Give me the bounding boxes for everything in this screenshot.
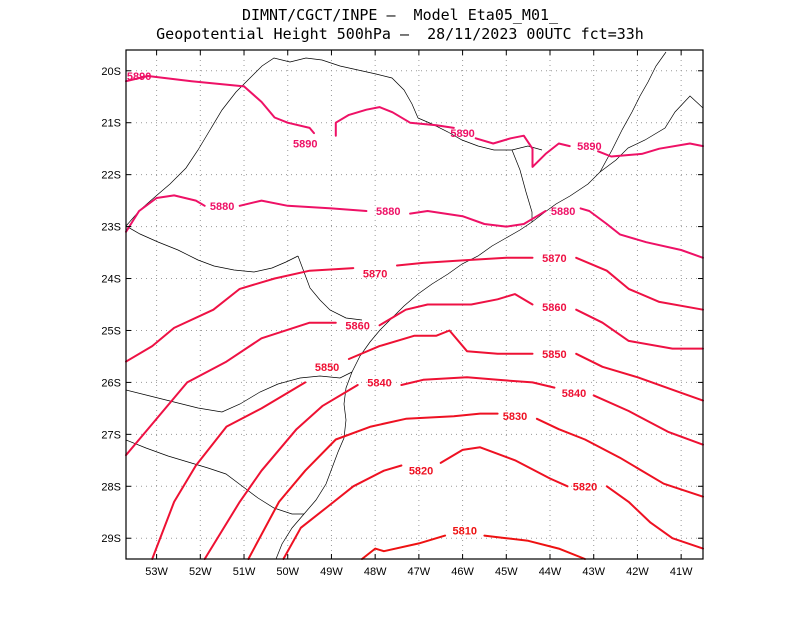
contour-5820 xyxy=(439,446,569,488)
contour-5880 xyxy=(579,207,704,259)
coastline-and-borders xyxy=(125,51,704,560)
x-tick-label: 48W xyxy=(364,566,387,578)
contour-5830 xyxy=(535,417,704,498)
contour-5820 xyxy=(282,464,403,560)
contour-5860 xyxy=(575,308,704,350)
contour-5890 xyxy=(334,106,455,137)
x-tick-label: 46W xyxy=(451,566,474,578)
contour-label-5870: 5870 xyxy=(542,253,566,265)
chart-title-line-2: Geopotential Height 500hPa – 28/11/2023 … xyxy=(156,25,644,43)
contour-5840 xyxy=(203,384,359,560)
boundary-line xyxy=(297,255,363,321)
x-tick-label: 42W xyxy=(626,566,649,578)
axes: 53W 52W 51W 50W 49W 48W 47W 46W 45W 44W 43W 42W 41W 2… xyxy=(101,49,704,578)
y-tick-label: 21S xyxy=(101,118,121,130)
contour-5830 xyxy=(247,412,499,560)
x-tick-label: 47W xyxy=(408,566,431,578)
contour-label-5840: 5840 xyxy=(367,377,391,389)
contour-5870 xyxy=(125,267,355,363)
chart-title-line-1: DIMNT/CGCT/INPE – Model Eta05_M01_ xyxy=(241,6,559,24)
boundary-line xyxy=(511,149,533,222)
contour-5850 xyxy=(347,329,534,360)
x-tick-label: 52W xyxy=(189,566,212,578)
contour-5850 xyxy=(151,381,307,560)
x-tick-label: 43W xyxy=(582,566,605,578)
contour-label-5890: 5890 xyxy=(293,138,317,150)
contour-5820 xyxy=(605,485,704,550)
boundary-line xyxy=(125,439,304,515)
contour-5880 xyxy=(238,199,368,212)
contour-5860 xyxy=(125,321,337,457)
y-tick-label: 20S xyxy=(101,66,121,78)
contour-5890 xyxy=(597,142,704,158)
contour-label-5870: 5870 xyxy=(363,268,387,280)
contour-5890 xyxy=(125,75,315,135)
boundary-line xyxy=(275,95,704,560)
contour-label-5890: 5890 xyxy=(450,128,474,140)
y-tick-label: 25S xyxy=(101,325,121,337)
y-tick-label: 22S xyxy=(101,170,121,182)
y-tick-label: 24S xyxy=(101,274,121,286)
x-tick-label: 41W xyxy=(670,566,693,578)
contour-5810 xyxy=(483,534,586,560)
x-tick-label: 51W xyxy=(233,566,256,578)
contour-label-5880: 5880 xyxy=(210,201,234,213)
boundary-line xyxy=(125,225,299,273)
boundary-line xyxy=(125,371,353,413)
contour-5870 xyxy=(575,256,704,311)
contour-label-5880: 5880 xyxy=(551,206,575,218)
contour-5880 xyxy=(409,210,547,228)
y-tick-label: 29S xyxy=(101,533,121,545)
boundary-line xyxy=(125,57,419,227)
x-tick-label: 45W xyxy=(495,566,518,578)
contour-label-5810: 5810 xyxy=(453,525,477,537)
y-tick-label: 26S xyxy=(101,377,121,389)
contour-label-5850: 5850 xyxy=(315,362,339,374)
boundary-line xyxy=(599,51,667,173)
x-tick-label: 49W xyxy=(320,566,343,578)
plot-frame xyxy=(125,49,704,560)
height-contours xyxy=(125,75,704,560)
contour-label-5860: 5860 xyxy=(542,302,566,314)
contour-label-5890: 5890 xyxy=(577,141,601,153)
contour-label-5820: 5820 xyxy=(573,481,597,493)
contour-5840 xyxy=(400,376,556,389)
contour-label-5840: 5840 xyxy=(562,388,586,400)
x-tick-label: 50W xyxy=(276,566,299,578)
contour-5880 xyxy=(125,194,206,233)
contour-label-5880: 5880 xyxy=(376,206,400,218)
y-tick-label: 23S xyxy=(101,222,121,234)
x-tick-label: 53W xyxy=(145,566,168,578)
contour-5810 xyxy=(361,534,447,560)
contour-5840 xyxy=(592,394,704,446)
contour-5890 xyxy=(474,134,571,168)
contour-5870 xyxy=(396,256,534,267)
contour-label-5860: 5860 xyxy=(345,320,369,332)
y-tick-label: 28S xyxy=(101,481,121,493)
contour-label-5830: 5830 xyxy=(503,411,527,423)
x-tick-label: 44W xyxy=(539,566,562,578)
contour-labels: 5890 5890 5890 5890 5880 5880 5880 5870 5870 5860… xyxy=(127,71,602,537)
contour-label-5850: 5850 xyxy=(542,349,566,361)
contour-5860 xyxy=(378,293,534,327)
boundary-line xyxy=(417,117,543,151)
contour-5850 xyxy=(575,352,704,402)
contour-label-5890: 5890 xyxy=(127,71,151,83)
contour-label-5820: 5820 xyxy=(409,466,433,478)
y-tick-label: 27S xyxy=(101,429,121,441)
